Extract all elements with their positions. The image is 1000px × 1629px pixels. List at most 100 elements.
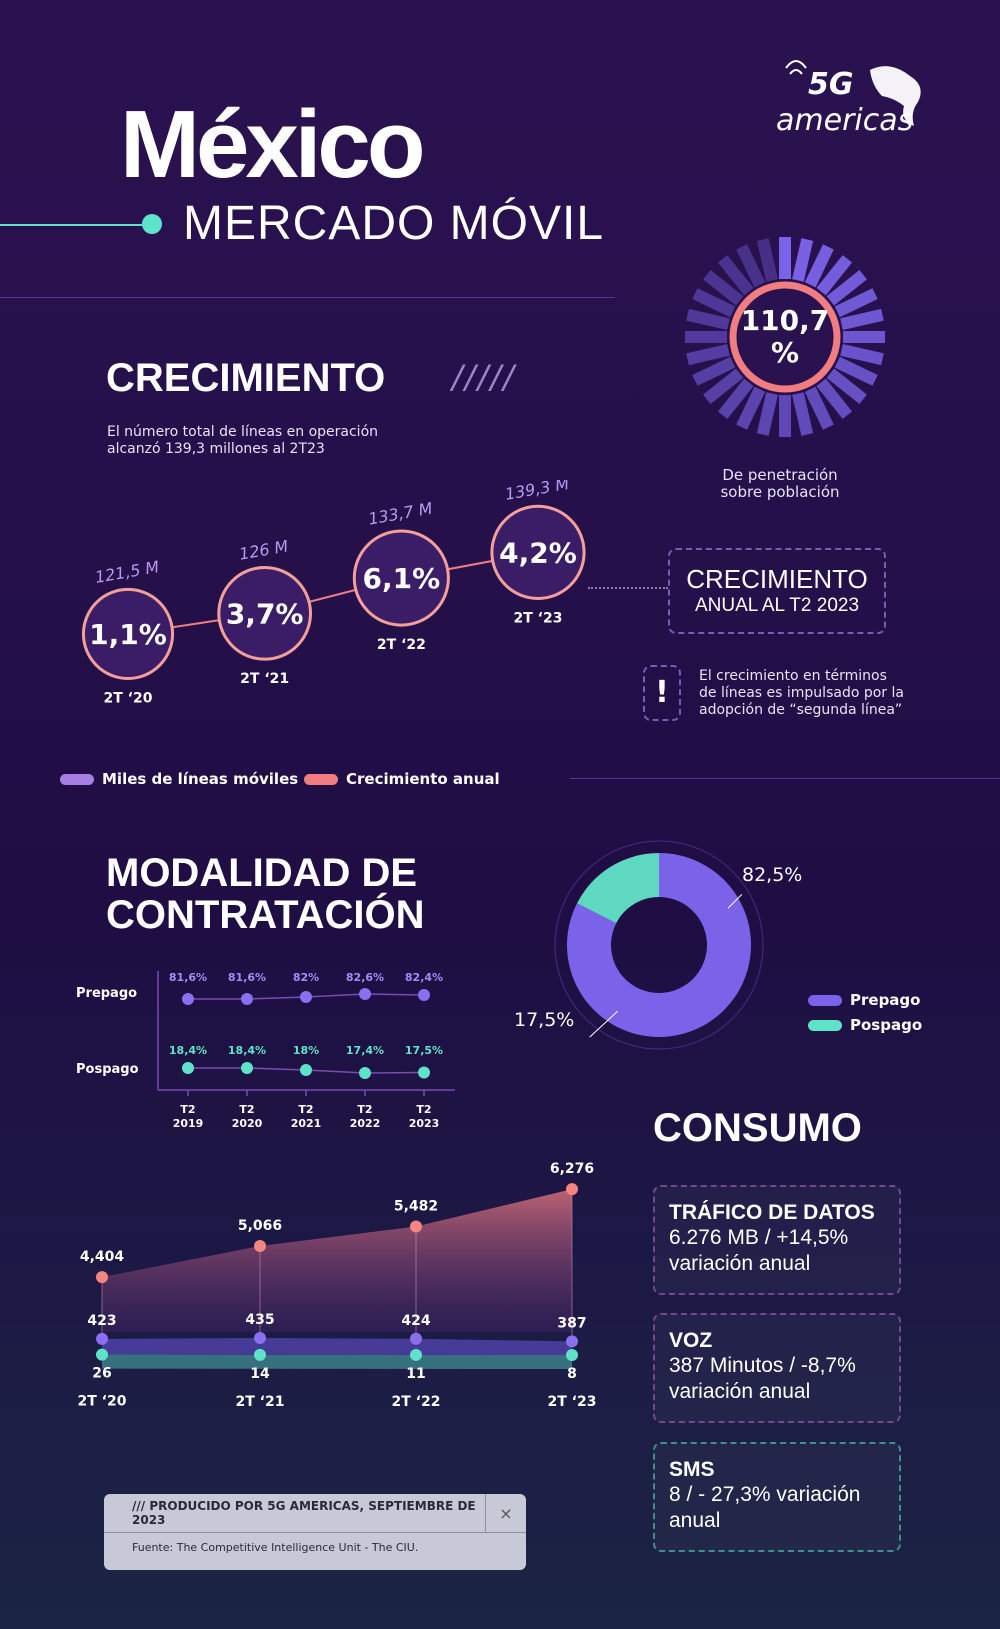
penetration-ray [804, 386, 834, 430]
donut-outline [554, 840, 764, 1050]
tick-label: T2 [298, 1103, 313, 1116]
lines-value: 139,3 M [504, 480, 571, 504]
pospago-point [300, 1064, 312, 1076]
sms-label: 26 [92, 1366, 111, 1382]
prepago-point [300, 991, 312, 1003]
lines-value: 121,5 M [94, 557, 161, 587]
prepago-label: 82% [293, 971, 319, 984]
pospago-label: 17,5% [405, 1044, 443, 1057]
voz-label: 435 [245, 1312, 274, 1328]
leader-line [589, 1010, 619, 1038]
lines-value: 126 M [238, 536, 290, 563]
penetration-ray [834, 356, 878, 386]
row-label-prepago: Prepago [76, 986, 138, 1001]
growth-value: 4,2% [499, 536, 577, 569]
penetration-ray [816, 378, 853, 419]
penetration-ray [756, 392, 778, 436]
penetration-ray [717, 378, 754, 419]
growth-bubble [81, 587, 175, 681]
period-label: 2T ‘21 [240, 671, 289, 687]
source-text: Fuente: The Competitive Intelligence Uni… [132, 1541, 419, 1554]
decorative-line [0, 224, 142, 226]
penetration-ray [826, 269, 867, 306]
penetration-ray [703, 269, 744, 306]
period-label: 2T ‘22 [392, 1394, 441, 1410]
decorative-slashes: ///// [452, 358, 516, 396]
donut-slice-pospago [577, 853, 659, 924]
growth-value: 1,1% [89, 618, 167, 651]
legend-swatch-growth [304, 774, 338, 785]
sms-label: 8 [567, 1366, 577, 1382]
sms-label: 11 [406, 1366, 425, 1382]
penetration-ray [756, 238, 778, 282]
page-subtitle: MERCADO MÓVIL [183, 197, 605, 250]
area-voz [102, 1338, 572, 1355]
decorative-dot [142, 214, 162, 234]
voz-label: 423 [87, 1313, 116, 1329]
penetration-ray [736, 244, 766, 288]
pospago-label: 18% [293, 1044, 319, 1057]
period-label: 2T ‘23 [548, 1394, 597, 1410]
datos-point [254, 1240, 266, 1252]
consumo-chart: 4,404 423 26 2T ‘20 5,066 435 14 2T ‘21 5,482 424… [78, 1161, 597, 1410]
penetration-ray [840, 308, 884, 330]
svg-text:5G: 5G [808, 67, 854, 102]
sms-point [254, 1348, 266, 1361]
page-title: México [120, 91, 425, 198]
penetration-ray [804, 244, 834, 288]
donut-label-prepago: 82,5% [742, 864, 803, 886]
penetration-ray [692, 288, 736, 318]
divider [570, 778, 1000, 779]
consumo-title: CONSUMO [653, 1106, 862, 1150]
card-datos: TRÁFICO DE DATOS 6.276 MB / +14,5% varia… [653, 1185, 901, 1295]
tick-label: 2020 [232, 1117, 263, 1130]
connector-line [588, 587, 668, 589]
tick-label: T2 [416, 1103, 431, 1116]
legend-lines: Miles de líneas móviles [60, 770, 298, 788]
pospago-label: 18,4% [228, 1044, 266, 1057]
pospago-label: 18,4% [169, 1044, 207, 1057]
penetration-ray [792, 392, 814, 436]
datos-label: 4,404 [80, 1249, 125, 1265]
modalidad-title: MODALIDAD DE CONTRATACIÓN [106, 851, 425, 937]
prepago-label: 81,6% [228, 971, 266, 984]
tick-label: T2 [357, 1103, 372, 1116]
prepago-point [359, 988, 371, 1000]
tick-label: 2022 [350, 1117, 381, 1130]
pospago-label: 17,4% [346, 1044, 384, 1057]
datos-point [410, 1220, 422, 1233]
voz-point [566, 1335, 578, 1348]
close-icon[interactable]: × [485, 1494, 526, 1532]
row-label-pospago: Pospago [76, 1062, 139, 1077]
period-label: 2T ‘21 [236, 1394, 285, 1410]
datos-point [566, 1183, 578, 1196]
period-label: 2T ‘20 [104, 691, 153, 707]
prepago-point [418, 989, 430, 1001]
tick-label: 2023 [409, 1117, 440, 1130]
legend-swatch-pospago [808, 1020, 842, 1031]
penetration-ray [826, 368, 867, 405]
period-label: 2T ‘20 [78, 1394, 127, 1410]
voz-point [96, 1332, 108, 1345]
penetration-ray [792, 238, 814, 282]
pospago-point [241, 1062, 253, 1074]
donut-slice-prepago [567, 853, 751, 1037]
penetration-ray [703, 368, 744, 405]
pospago-point [418, 1066, 430, 1079]
growth-chart: 1,1% 121,5 M 2T ‘20 3,7% 126 M 2T ‘21 6,1% 133,… [81, 480, 586, 707]
growth-description: El número total de líneas en operación a… [107, 424, 379, 457]
sms-point [566, 1349, 578, 1361]
sms-point [96, 1348, 108, 1361]
modalidad-donut [554, 840, 764, 1050]
growth-title: CRECIMIENTO [106, 356, 386, 400]
voz-point [254, 1332, 266, 1344]
sms-label: 14 [250, 1366, 270, 1382]
growth-value: 6,1% [363, 562, 441, 595]
datos-point [96, 1271, 108, 1284]
legend-swatch-prepago [808, 995, 842, 1006]
datos-label: 5,066 [238, 1218, 282, 1234]
period-label: 2T ‘22 [377, 637, 426, 653]
area-sms [102, 1354, 572, 1369]
tick-label: 2021 [291, 1117, 322, 1130]
svg-text:americas: americas [776, 103, 913, 138]
